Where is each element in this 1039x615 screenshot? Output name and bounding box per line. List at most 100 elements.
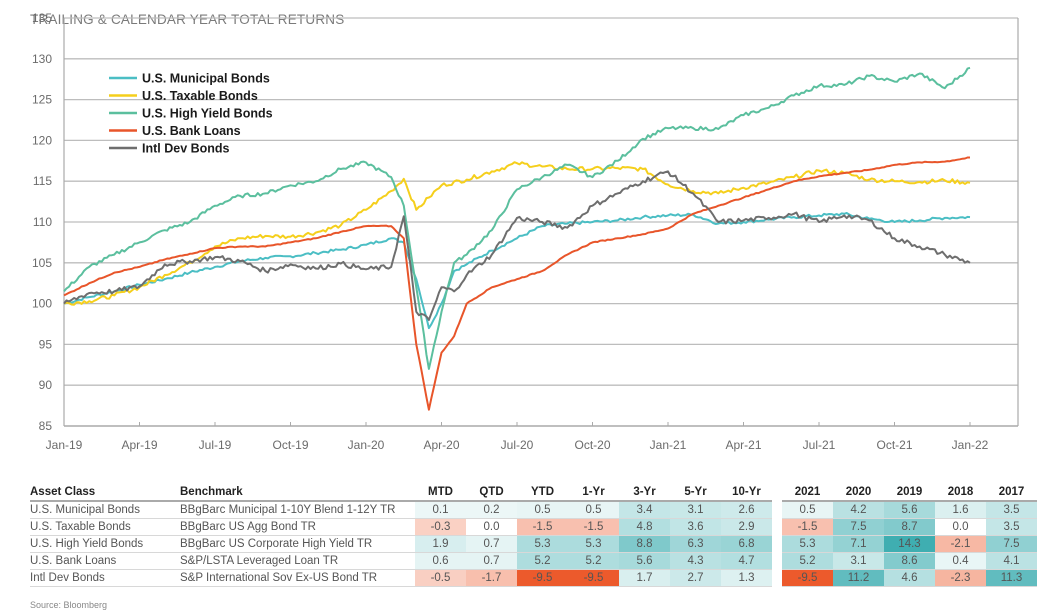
chart-title: TRAILING & CALENDAR YEAR TOTAL RETURNS — [30, 12, 345, 27]
column-header: 2018 — [935, 484, 986, 502]
trailing-return-cell: 0.0 — [466, 518, 517, 536]
x-tick-label: Jan-19 — [46, 438, 83, 452]
calendar-return-cell: 11.2 — [833, 569, 884, 587]
trailing-return-cell: 8.8 — [619, 535, 670, 553]
trailing-return-cell: 0.7 — [466, 552, 517, 570]
y-tick-label: 110 — [33, 215, 52, 229]
series-line-4 — [63, 170, 971, 321]
calendar-return-cell: 7.5 — [986, 535, 1037, 553]
y-tick-label: 90 — [39, 378, 53, 392]
legend: U.S. Municipal Bonds U.S. Taxable Bonds U.… — [109, 72, 273, 156]
trailing-return-cell: 5.3 — [568, 535, 619, 553]
calendar-return-cell: 5.3 — [782, 535, 833, 553]
calendar-return-cell: 5.2 — [782, 552, 833, 570]
x-axis: Jan-19 Apr-19 Jul-19 Oct-19 Jan-20 Apr-20 Jul-… — [46, 422, 989, 452]
y-tick-label: 135 — [32, 11, 52, 25]
x-tick-label: Jul-21 — [803, 438, 836, 452]
column-header: 2019 — [884, 484, 935, 502]
trailing-return-cell: 4.7 — [721, 552, 772, 570]
calendar-return-cell: 4.1 — [986, 552, 1037, 570]
asset-class-cell: U.S. Municipal Bonds — [30, 501, 180, 519]
table-row: Intl Dev Bonds S&P International Sov Ex-U… — [30, 569, 1037, 587]
trailing-return-cell: 5.2 — [568, 552, 619, 570]
x-tick-label: Apr-21 — [725, 438, 761, 452]
x-tick-label: Apr-20 — [423, 438, 459, 452]
x-tick-label: Jan-22 — [952, 438, 989, 452]
table-header-row: Asset Class Benchmark MTD QTD YTD 1-Yr 3-Yr 5-Y… — [30, 484, 1037, 502]
x-tick-label: Jan-21 — [650, 438, 687, 452]
x-tick-label: Jan-20 — [348, 438, 385, 452]
calendar-return-cell: 3.1 — [833, 552, 884, 570]
series-line-1 — [63, 161, 971, 306]
calendar-return-cell: 7.1 — [833, 535, 884, 553]
y-tick-label: 95 — [39, 337, 53, 351]
calendar-return-cell: 8.7 — [884, 518, 935, 536]
calendar-return-cell: 4.6 — [884, 569, 935, 587]
trailing-return-cell: 0.2 — [466, 501, 517, 519]
column-header: MTD — [415, 484, 466, 502]
y-tick-label: 115 — [33, 174, 52, 188]
asset-class-cell: U.S. Taxable Bonds — [30, 518, 180, 536]
trailing-return-cell: 2.7 — [670, 569, 721, 587]
calendar-return-cell: 5.6 — [884, 501, 935, 519]
calendar-return-cell: 11.3 — [986, 569, 1037, 587]
trailing-return-cell: 4.3 — [670, 552, 721, 570]
calendar-return-cell: 3.5 — [986, 501, 1037, 519]
column-header: 2021 — [782, 484, 833, 502]
benchmark-cell: S&P/LSTA Leveraged Loan TR — [180, 552, 415, 570]
table-row: U.S. Municipal Bonds BBgBarc Municipal 1-… — [30, 501, 1037, 519]
y-tick-label: 120 — [32, 133, 52, 147]
trailing-return-cell: 0.7 — [466, 535, 517, 553]
line-chart: 85 90 95 100 105 110 115 120 125 130 135 Jan-19 Apr… — [32, 11, 1019, 452]
trailing-return-cell: 5.6 — [619, 552, 670, 570]
trailing-return-cell: 6.3 — [670, 535, 721, 553]
trailing-return-cell: 1.3 — [721, 569, 772, 587]
legend-label: Intl Dev Bonds — [142, 142, 230, 156]
x-tick-label: Apr-19 — [121, 438, 157, 452]
y-axis: 85 90 95 100 105 110 115 120 125 130 135 — [32, 11, 52, 433]
column-gap — [772, 570, 782, 587]
series-line-3 — [63, 156, 970, 411]
x-tick-label: Oct-21 — [876, 438, 912, 452]
gridlines — [63, 17, 1019, 427]
trailing-return-cell: 0.6 — [415, 552, 466, 570]
column-header: Benchmark — [180, 484, 415, 502]
calendar-return-cell: 0.4 — [935, 552, 986, 570]
column-gap — [772, 519, 782, 536]
x-tick-label: Jul-19 — [199, 438, 232, 452]
trailing-return-cell: -0.5 — [415, 569, 466, 587]
trailing-return-cell: 6.8 — [721, 535, 772, 553]
trailing-return-cell: 2.6 — [721, 501, 772, 519]
trailing-return-cell: 3.4 — [619, 501, 670, 519]
trailing-return-cell: -0.3 — [415, 518, 466, 536]
trailing-return-cell: -9.5 — [517, 569, 568, 587]
y-tick-label: 130 — [32, 52, 52, 66]
table-row: U.S. Bank Loans S&P/LSTA Leveraged Loan T… — [30, 552, 1037, 570]
series-lines — [63, 66, 971, 411]
legend-label: U.S. Bank Loans — [142, 124, 241, 138]
calendar-return-cell: 14.3 — [884, 535, 935, 553]
column-header: 3-Yr — [619, 484, 670, 502]
legend-label: U.S. Municipal Bonds — [142, 72, 270, 86]
x-tick-label: Oct-19 — [272, 438, 308, 452]
column-header: 2020 — [833, 484, 884, 502]
benchmark-cell: BBgBarc Municipal 1-10Y Blend 1-12Y TR — [180, 501, 415, 519]
column-header: YTD — [517, 484, 568, 502]
column-header: 10-Yr — [721, 484, 772, 502]
column-header: 5-Yr — [670, 484, 721, 502]
trailing-return-cell: 0.5 — [568, 501, 619, 519]
calendar-return-cell: 4.2 — [833, 501, 884, 519]
trailing-return-cell: -1.5 — [517, 518, 568, 536]
column-header: 1-Yr — [568, 484, 619, 502]
calendar-return-cell: -2.3 — [935, 569, 986, 587]
calendar-return-cell: -1.5 — [782, 518, 833, 536]
column-gap — [772, 553, 782, 570]
trailing-return-cell: 0.1 — [415, 501, 466, 519]
series-line-0 — [63, 212, 971, 330]
table-row: U.S. High Yield Bonds BBgBarc US Corporat… — [30, 535, 1037, 553]
asset-class-cell: U.S. High Yield Bonds — [30, 535, 180, 553]
asset-class-cell: U.S. Bank Loans — [30, 552, 180, 570]
calendar-return-cell: 0.0 — [935, 518, 986, 536]
trailing-return-cell: -1.7 — [466, 569, 517, 587]
column-header: QTD — [466, 484, 517, 502]
